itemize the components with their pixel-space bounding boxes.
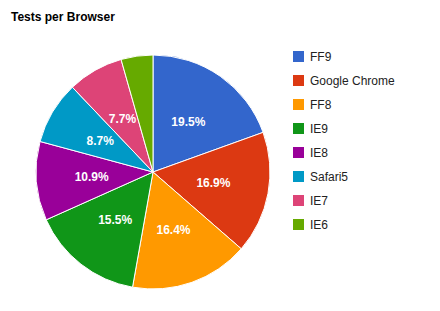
svg-text:19.5%: 19.5% <box>171 115 205 129</box>
svg-text:8.7%: 8.7% <box>86 134 114 148</box>
svg-text:Safari5: Safari5 <box>310 170 348 184</box>
svg-text:IE7: IE7 <box>310 194 328 208</box>
svg-text:FF8: FF8 <box>310 98 332 112</box>
svg-text:Google Chrome: Google Chrome <box>310 74 395 88</box>
svg-text:15.5%: 15.5% <box>98 213 132 227</box>
svg-text:16.9%: 16.9% <box>196 176 230 190</box>
svg-text:7.7%: 7.7% <box>109 112 137 126</box>
svg-text:Tests per Browser: Tests per Browser <box>11 10 115 24</box>
svg-text:IE6: IE6 <box>310 218 328 232</box>
svg-text:FF9: FF9 <box>310 50 332 64</box>
svg-text:16.4%: 16.4% <box>156 223 190 237</box>
svg-text:10.9%: 10.9% <box>75 170 109 184</box>
svg-text:IE8: IE8 <box>310 146 328 160</box>
svg-text:IE9: IE9 <box>310 122 328 136</box>
